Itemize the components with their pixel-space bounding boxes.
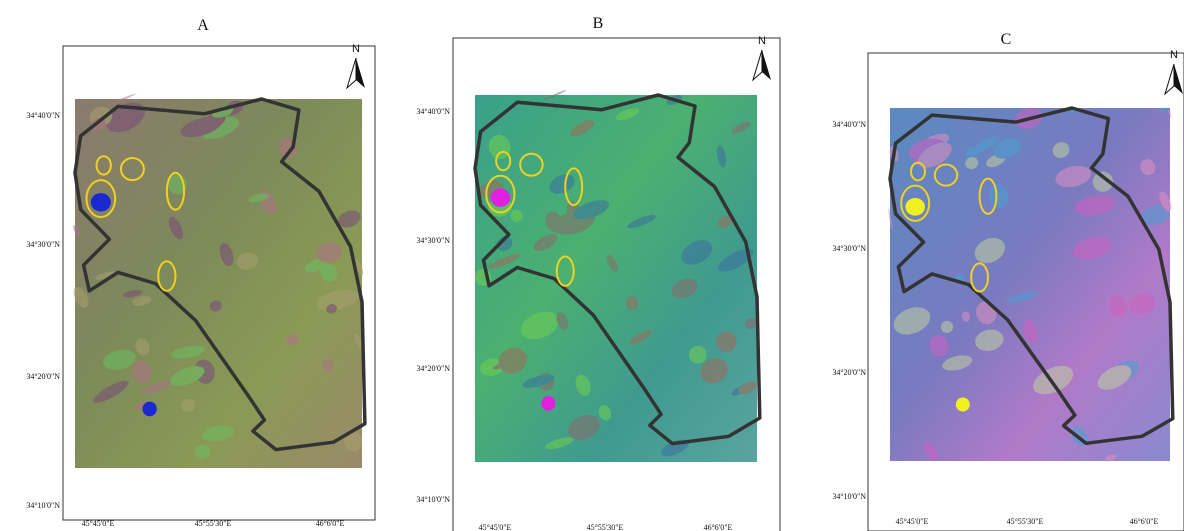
- water-body: [541, 396, 555, 411]
- longitude-label: 45°45'0"E: [896, 517, 929, 526]
- water-body: [956, 397, 970, 411]
- panel-label: A: [197, 17, 209, 34]
- satellite-image: [475, 95, 757, 462]
- latitude-label: 34°40'0"N: [26, 111, 60, 120]
- latitude-label: 34°10'0"N: [832, 492, 866, 501]
- water-body: [91, 193, 111, 211]
- water-body: [142, 402, 156, 417]
- map-panel: C 34°40'0"N 34°30'0"N 34°20'0"N 34°10'0"N 45°…: [832, 31, 1184, 531]
- latitude-label: 34°20'0"N: [26, 372, 60, 381]
- latitude-label: 34°30'0"N: [26, 240, 60, 249]
- longitude-label: 45°55'30"E: [587, 523, 624, 531]
- north-label: N: [352, 43, 360, 55]
- longitude-label: 46°6'0"E: [316, 519, 345, 528]
- page: A 34°40'0"N 34°30'0"N 34°20'0"N 34°10'0"N 45°…: [0, 0, 1184, 531]
- panel-label: B: [593, 15, 604, 32]
- latitude-label: 34°30'0"N: [832, 244, 866, 253]
- water-body: [491, 189, 511, 207]
- satellite-image: [75, 99, 362, 468]
- latitude-label: 34°40'0"N: [832, 120, 866, 129]
- latitude-label: 34°30'0"N: [416, 236, 450, 245]
- north-label: N: [758, 35, 766, 47]
- longitude-label: 46°6'0"E: [1130, 517, 1159, 526]
- figure: A 34°40'0"N 34°30'0"N 34°20'0"N 34°10'0"N 45°…: [0, 0, 1184, 531]
- latitude-label: 34°10'0"N: [26, 501, 60, 510]
- latitude-label: 34°20'0"N: [416, 364, 450, 373]
- panel-label: C: [1001, 31, 1012, 48]
- map-panel: A 34°40'0"N 34°30'0"N 34°20'0"N 34°10'0"N 45°…: [26, 17, 375, 528]
- longitude-label: 45°55'30"E: [1007, 517, 1044, 526]
- longitude-label: 45°55'30"E: [195, 519, 232, 528]
- longitude-label: 46°6'0"E: [704, 523, 733, 531]
- map-panel: B 34°40'0"N 34°30'0"N 34°20'0"N 34°10'0"N 45°…: [416, 15, 780, 531]
- latitude-label: 34°40'0"N: [416, 107, 450, 116]
- north-label: N: [1170, 49, 1178, 61]
- longitude-label: 45°45'0"E: [82, 519, 115, 528]
- latitude-label: 34°20'0"N: [832, 368, 866, 377]
- latitude-label: 34°10'0"N: [416, 495, 450, 504]
- water-body: [905, 198, 925, 216]
- longitude-label: 45°45'0"E: [479, 523, 512, 531]
